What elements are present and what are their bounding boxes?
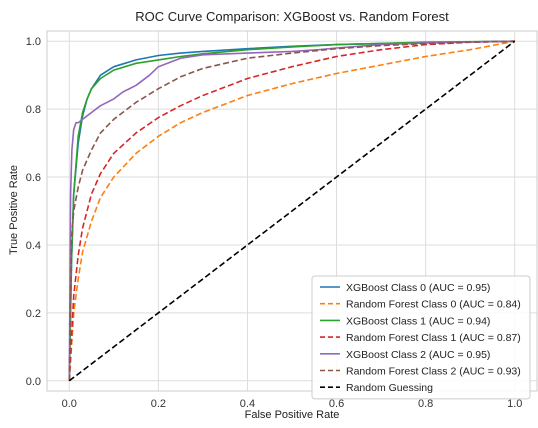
y-tick-label: 0.4: [26, 240, 41, 252]
y-tick-label: 0.0: [26, 376, 41, 388]
y-tick-label: 0.6: [26, 172, 41, 184]
x-axis-ticks: 0.0 0.2 0.4 0.6 0.8 1.0: [62, 398, 523, 410]
legend-entry: Random Forest Class 1 (AUC = 0.87): [346, 332, 521, 344]
legend-entry: Random Forest Class 2 (AUC = 0.93): [346, 366, 521, 378]
x-tick-label: 0.6: [329, 398, 344, 410]
y-tick-label: 0.2: [26, 308, 41, 320]
series-line-1: [68, 40, 515, 381]
y-tick-label: 0.8: [26, 104, 41, 116]
legend-entry: XGBoost Class 1 (AUC = 0.94): [346, 315, 490, 327]
x-tick-label: 0.4: [240, 398, 255, 410]
x-tick-label: 0.0: [62, 398, 77, 410]
y-axis-ticks: 0.0 0.2 0.4 0.6 0.8 1.0: [26, 36, 41, 388]
grid: [47, 31, 537, 391]
legend-box: [311, 275, 531, 400]
legend-entry: Random Guessing: [346, 382, 433, 394]
x-tick-label: 1.0: [507, 398, 522, 410]
legend: XGBoost Class 0 (AUC = 0.95) Random Fores…: [311, 275, 531, 400]
x-tick-label: 0.8: [418, 398, 433, 410]
x-tick-label: 0.2: [151, 398, 166, 410]
series-line-2: [68, 40, 515, 381]
legend-entry: XGBoost Class 2 (AUC = 0.95): [346, 349, 490, 361]
y-axis-label: True Positive Rate: [8, 165, 20, 255]
series-lines: [68, 40, 516, 382]
chart-title: ROC Curve Comparison: XGBoost vs. Random…: [135, 9, 449, 24]
legend-entry: XGBoost Class 0 (AUC = 0.95): [346, 282, 490, 294]
x-axis-label: False Positive Rate: [245, 409, 340, 421]
y-tick-label: 1.0: [26, 36, 41, 48]
series-line-3: [68, 40, 515, 381]
plot-area: [46, 30, 538, 392]
legend-entry: Random Forest Class 0 (AUC = 0.84): [346, 299, 521, 311]
series-line-6: [68, 40, 516, 382]
